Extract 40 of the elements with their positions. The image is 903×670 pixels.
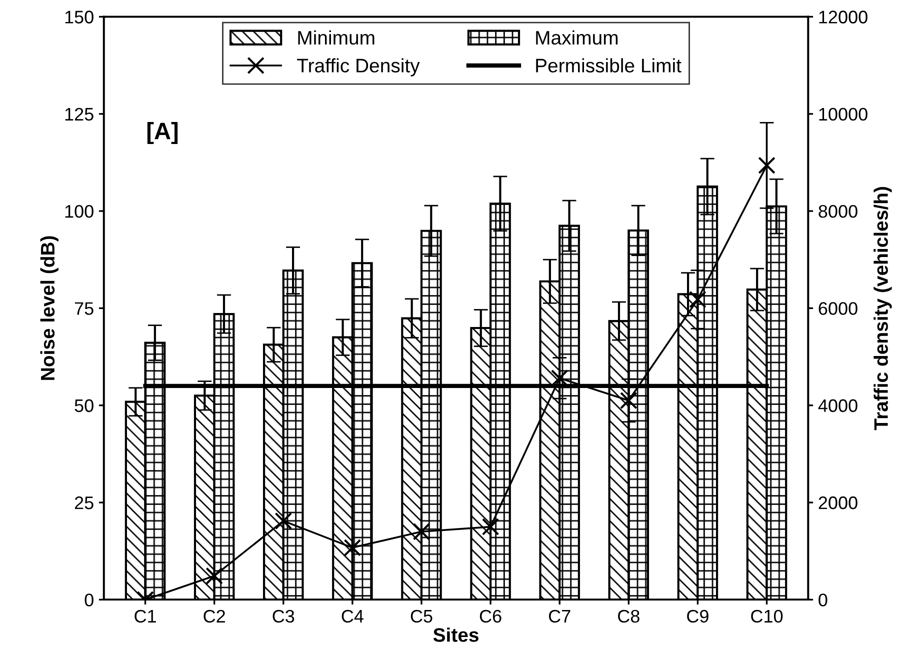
point	[412, 522, 430, 540]
y2-tick-label: 8000	[818, 204, 858, 218]
x-tick-label: C1	[134, 610, 156, 623]
x-tick-label: C3	[272, 610, 294, 623]
point	[620, 392, 638, 410]
x-tick-label: C9	[687, 610, 708, 623]
x-tick-label: C10	[751, 610, 783, 623]
x-tick-label: C6	[480, 610, 502, 623]
y2-tick-label: 6000	[818, 302, 858, 315]
point	[758, 156, 776, 174]
y-tick-label: 75	[74, 302, 94, 315]
point	[689, 290, 706, 308]
y2-tick-label: 10000	[819, 108, 868, 121]
y2-tick-label: 12000	[819, 10, 868, 24]
x-tick-label: C8	[618, 610, 640, 623]
y-axis-title: Noise level (dB)	[40, 236, 58, 380]
legend-label: Permissible Limit	[536, 58, 682, 72]
point	[274, 512, 292, 530]
x-tick-label: C7	[548, 610, 570, 623]
x-tick-label: C2	[204, 610, 225, 623]
y-tick-label: 100	[65, 204, 94, 218]
y2-tick-label: 4000	[818, 399, 858, 412]
y2-tick-label: 2000	[818, 496, 858, 510]
y-tick-label: 25	[74, 496, 94, 510]
x-axis-title: Sites	[433, 628, 478, 642]
legend-label: Maximum	[536, 30, 618, 45]
x-tick-label: C4	[342, 610, 364, 623]
y-tick-label: 0	[84, 594, 94, 606]
y-tick-label: 125	[65, 108, 94, 121]
y-tick-label: 150	[65, 10, 94, 24]
point	[206, 567, 224, 585]
y-tick-label: 50	[74, 399, 94, 412]
x-tick-label: C5	[410, 610, 432, 623]
y2-tick-label: 0	[818, 594, 828, 606]
point	[482, 518, 500, 536]
legend-label: Minimum	[298, 30, 374, 45]
annotation: [A]	[147, 122, 178, 144]
point	[344, 538, 362, 556]
legend-label: Traffic Density	[297, 58, 420, 76]
y2-axis-title: Traffic density (vehicles/h)	[874, 187, 892, 430]
